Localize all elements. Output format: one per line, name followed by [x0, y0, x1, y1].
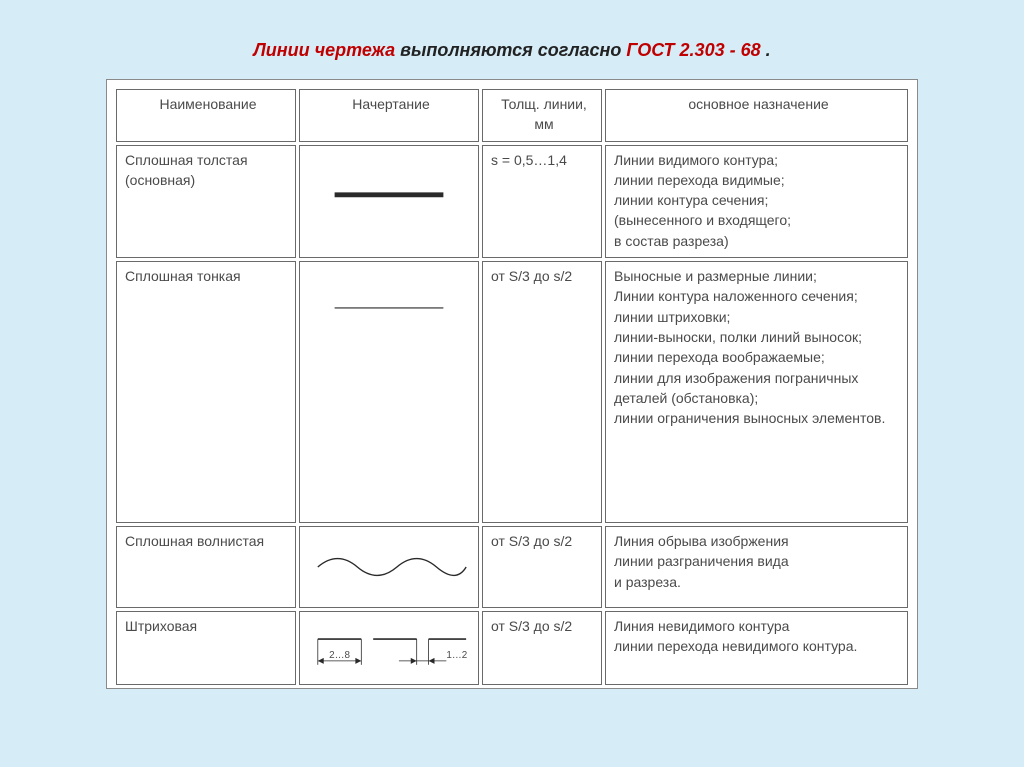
col-sample: Начертание	[299, 89, 479, 142]
table-body: Сплошная толстая (основная) s = 0,5…1,4 …	[116, 145, 908, 685]
desc-line: и разреза.	[614, 572, 903, 592]
desc-line: Выносные и размерные линии;	[614, 266, 903, 286]
cell-purpose: Линия обрыва изобржения линии разграниче…	[605, 526, 908, 608]
cell-name: Штриховая	[116, 611, 296, 685]
desc-line: линии штриховки;	[614, 307, 903, 327]
dash-label-long: 2…8	[329, 650, 350, 661]
cell-purpose: Выносные и размерные линии; Линии контур…	[605, 261, 908, 523]
table-header-row: Наименование Начертание Толщ. линии, мм …	[116, 89, 908, 142]
wavy-line-icon	[300, 527, 478, 607]
cell-sample	[299, 526, 479, 608]
cell-sample: 2…8 1…2	[299, 611, 479, 685]
desc-line: Линии контура наложенного сечения;	[614, 286, 903, 306]
cell-thickness: от S/3 до s/2	[482, 526, 602, 608]
desc-line: Линия невидимого контура	[614, 616, 903, 636]
dash-label-short: 1…2	[446, 650, 467, 661]
table-row: Сплошная толстая (основная) s = 0,5…1,4 …	[116, 145, 908, 258]
table-row: Сплошная волнистая от S/3 до s/2 Линия о…	[116, 526, 908, 608]
title-part-2: выполняются согласно	[395, 40, 626, 60]
desc-line: Линия обрыва изобржения	[614, 531, 903, 551]
cell-purpose: Линия невидимого контура линии перехода …	[605, 611, 908, 685]
col-purpose: основное назначение	[605, 89, 908, 142]
desc-line: деталей (обстановка);	[614, 388, 903, 408]
cell-purpose: Линии видимого контура; линии перехода в…	[605, 145, 908, 258]
desc-line: Линии видимого контура;	[614, 150, 903, 170]
title-part-3: ГОСТ 2.303 - 68	[626, 40, 760, 60]
table-container: Наименование Начертание Толщ. линии, мм …	[106, 79, 918, 689]
cell-name: Сплошная толстая (основная)	[116, 145, 296, 258]
desc-line: линии перехода видимые;	[614, 170, 903, 190]
table-row: Штриховая 2…	[116, 611, 908, 685]
lines-table: Наименование Начертание Толщ. линии, мм …	[113, 86, 911, 688]
thick-solid-line-icon	[300, 146, 478, 257]
cell-name: Сплошная тонкая	[116, 261, 296, 523]
desc-line: линии разграничения вида	[614, 551, 903, 571]
desc-line: линии перехода воображаемые;	[614, 347, 903, 367]
col-thickness: Толщ. линии, мм	[482, 89, 602, 142]
page-title: Линии чертежа выполняются согласно ГОСТ …	[0, 0, 1024, 79]
desc-line: (вынесенного и входящего;	[614, 210, 903, 230]
title-part-4: .	[761, 40, 771, 60]
dashed-line-icon: 2…8 1…2	[300, 612, 478, 684]
desc-line: линии контура сечения;	[614, 190, 903, 210]
desc-line: линии перехода невидимого контура.	[614, 636, 903, 656]
desc-line: линии для изображения пограничных	[614, 368, 903, 388]
desc-line: в состав разреза)	[614, 231, 903, 251]
page: Линии чертежа выполняются согласно ГОСТ …	[0, 0, 1024, 767]
cell-thickness: от S/3 до s/2	[482, 261, 602, 523]
cell-thickness: от S/3 до s/2	[482, 611, 602, 685]
cell-sample	[299, 261, 479, 523]
thin-solid-line-icon	[300, 262, 478, 522]
cell-sample	[299, 145, 479, 258]
desc-line: линии-выноски, полки линий выносок;	[614, 327, 903, 347]
title-part-1: Линии чертежа	[253, 40, 395, 60]
desc-line: линии ограничения выносных элементов.	[614, 408, 903, 428]
col-name: Наименование	[116, 89, 296, 142]
cell-name: Сплошная волнистая	[116, 526, 296, 608]
table-row: Сплошная тонкая от S/3 до s/2 Выносные и…	[116, 261, 908, 523]
cell-thickness: s = 0,5…1,4	[482, 145, 602, 258]
